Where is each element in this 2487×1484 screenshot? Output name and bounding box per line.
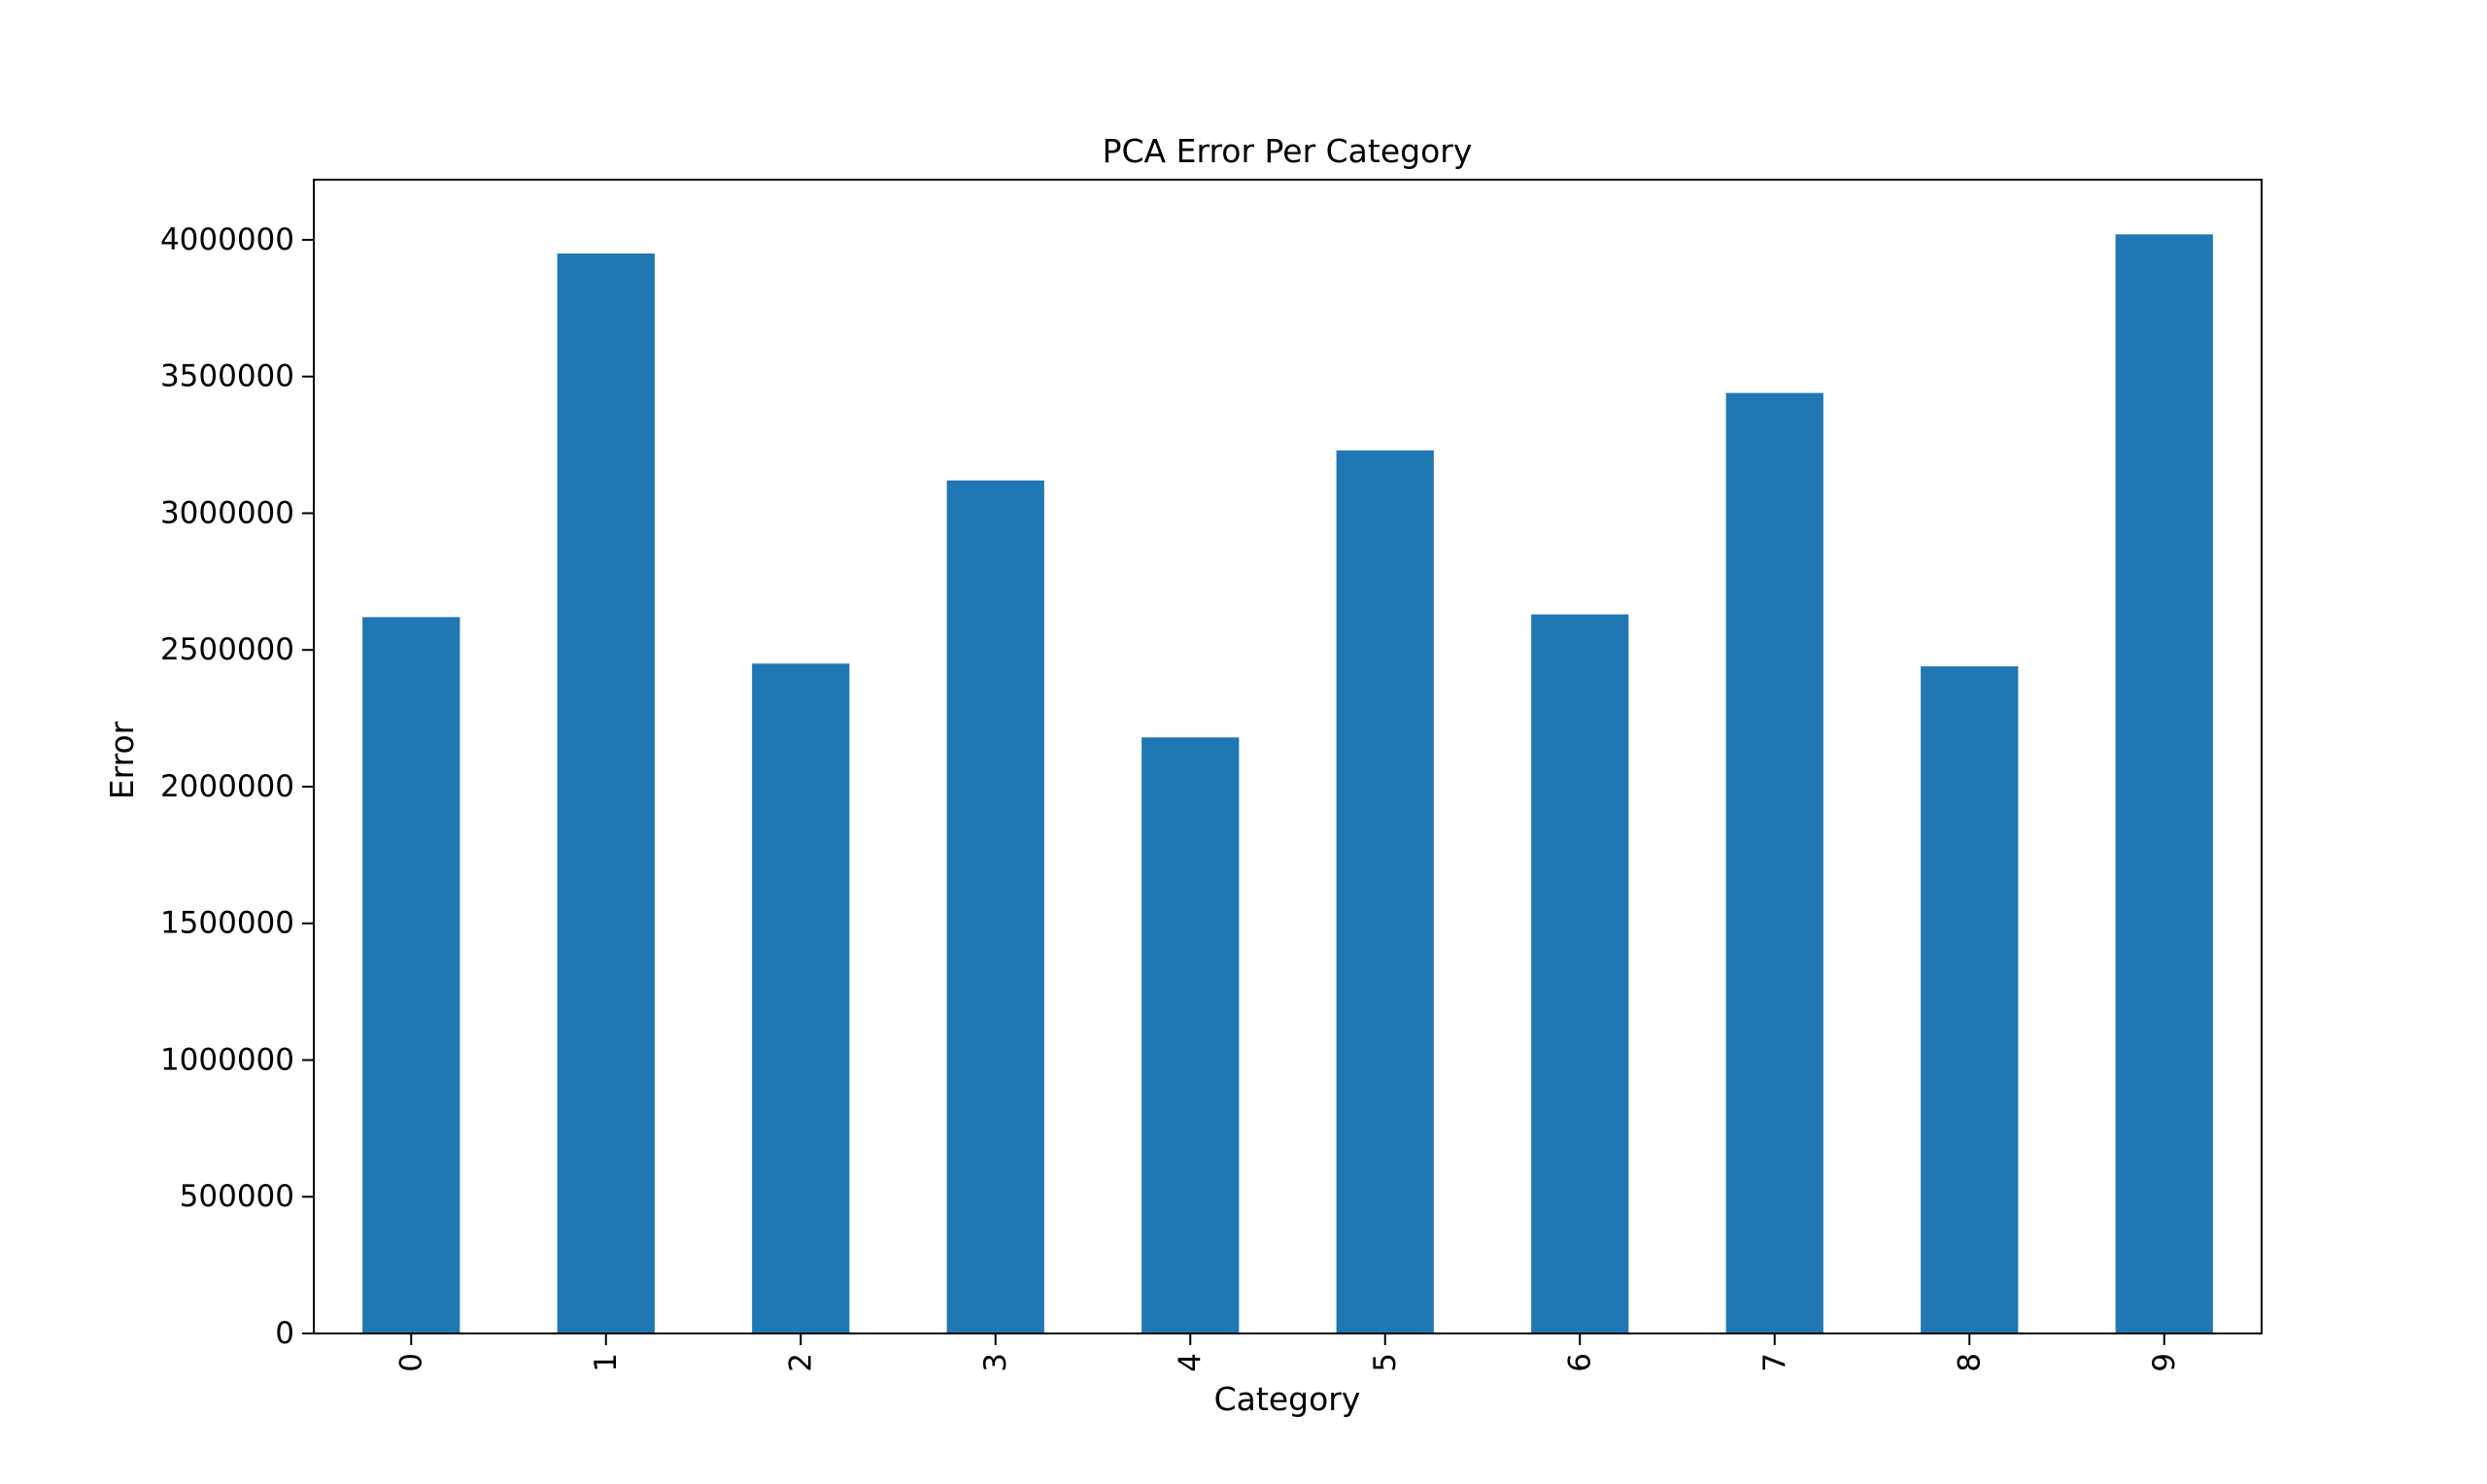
y-tick-label: 0 — [275, 1316, 294, 1351]
bar-category-1 — [557, 253, 655, 1333]
bar-category-4 — [1141, 737, 1240, 1333]
x-tick-label: 6 — [1562, 1353, 1597, 1372]
bar-category-3 — [946, 480, 1044, 1334]
bar-category-2 — [752, 663, 850, 1333]
y-tick-label: 3000000 — [160, 495, 294, 530]
x-tick-label: 5 — [1368, 1353, 1403, 1372]
x-tick-label: 7 — [1757, 1353, 1792, 1372]
bars-layer — [362, 234, 2213, 1334]
bar-category-6 — [1531, 614, 1629, 1333]
x-tick-label: 1 — [589, 1353, 624, 1372]
y-tick-label: 1500000 — [160, 906, 294, 941]
bar-category-0 — [362, 617, 460, 1333]
y-axis-ticks: 0 500000 1000000 1500000 2000000 2500000 30000… — [160, 222, 314, 1351]
y-tick-label: 2500000 — [160, 632, 294, 667]
bar-category-9 — [2115, 234, 2213, 1333]
bar-category-7 — [1725, 392, 1823, 1333]
x-tick-label: 3 — [978, 1353, 1013, 1372]
plot-frame — [313, 179, 2263, 1334]
x-tick-label: 0 — [393, 1353, 428, 1372]
bar-category-5 — [1336, 450, 1434, 1333]
y-tick-label: 2000000 — [160, 769, 294, 804]
y-axis-label: Error — [103, 721, 141, 799]
x-tick-label: 4 — [1173, 1353, 1208, 1372]
y-tick-label: 4000000 — [160, 222, 294, 257]
chart-title: PCA Error Per Category — [1103, 132, 1473, 170]
y-tick-label: 1000000 — [160, 1042, 294, 1077]
x-tick-label: 8 — [1952, 1353, 1987, 1372]
x-axis-ticks: 0 1 2 3 4 5 6 7 8 9 — [393, 1333, 2182, 1372]
y-tick-label: 500000 — [180, 1179, 294, 1214]
x-tick-label: 2 — [783, 1353, 818, 1372]
y-tick-label: 3500000 — [160, 359, 294, 394]
x-tick-label: 9 — [2147, 1353, 2182, 1372]
bar-category-8 — [1921, 666, 2019, 1333]
x-axis-label: Category — [1214, 1380, 1361, 1418]
